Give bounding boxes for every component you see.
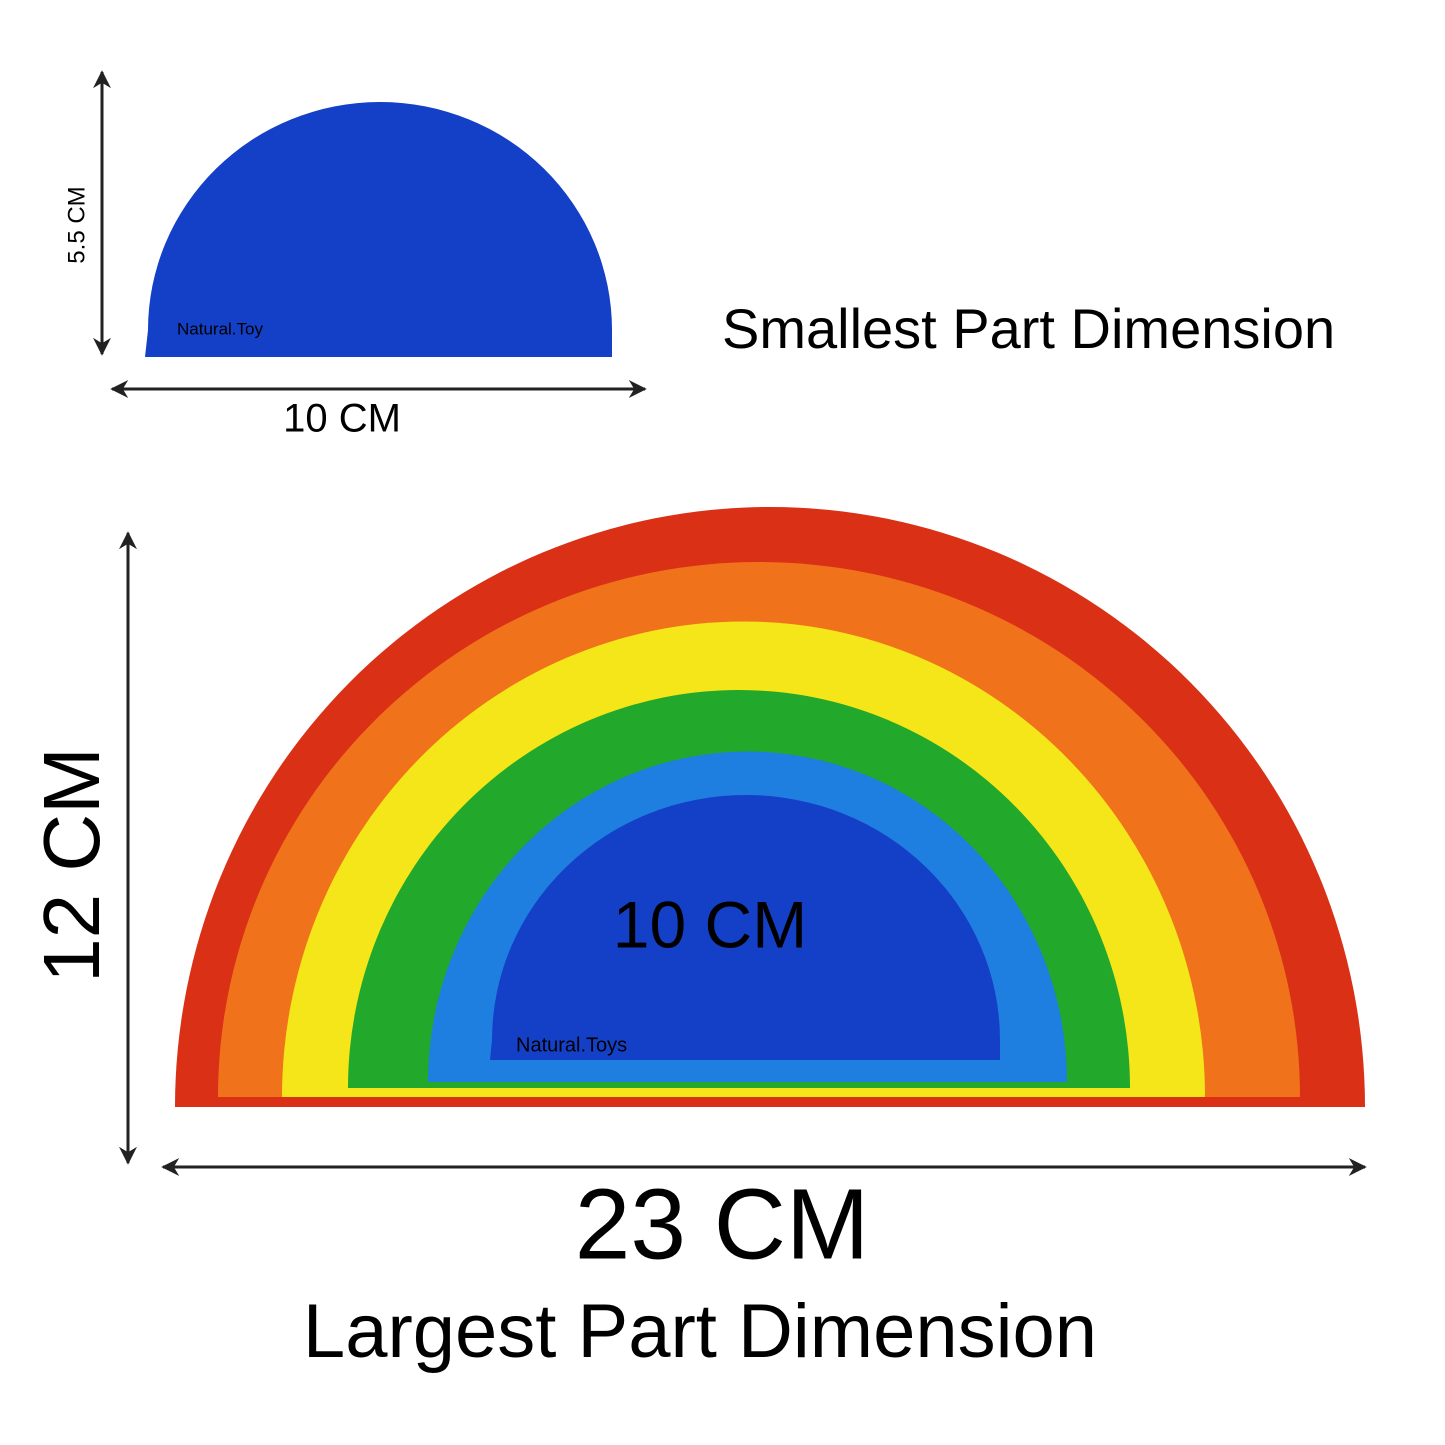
small-width-label: 10 CM xyxy=(283,397,401,441)
small-caption: Smallest Part Dimension xyxy=(722,297,1335,360)
inner-label: 10 CM xyxy=(613,887,807,961)
large-width-label: 23 CM xyxy=(575,1168,870,1280)
large-height-label: 12 CM xyxy=(27,747,116,983)
small-watermark: Natural.Toy xyxy=(177,319,263,338)
dark-blue-piece xyxy=(490,795,1000,1060)
small-height-label: 5.5 CM xyxy=(63,186,90,263)
large-caption: Largest Part Dimension xyxy=(303,1289,1097,1374)
large-watermark: Natural.Toys xyxy=(516,1034,627,1056)
small-blue-piece xyxy=(145,102,612,357)
